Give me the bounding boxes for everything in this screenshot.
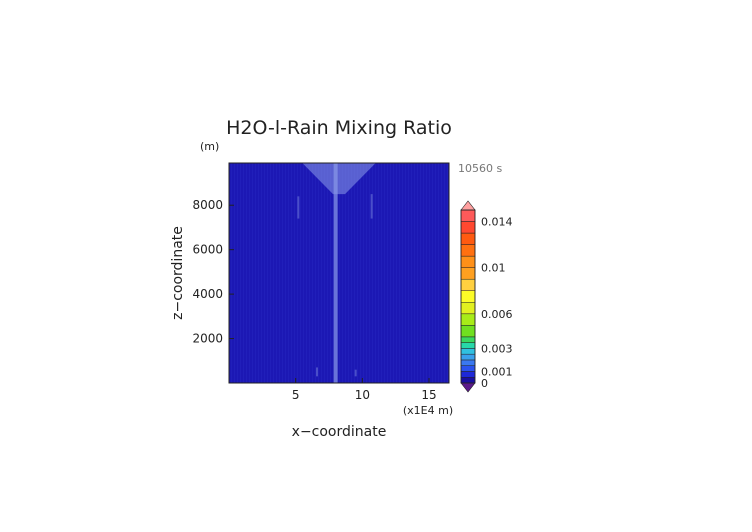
field-low-spot-2 bbox=[354, 369, 357, 377]
time-label: 10560 s bbox=[458, 162, 502, 175]
colorbar-tick-label: 0 bbox=[481, 377, 488, 390]
field-low-spot-1 bbox=[316, 367, 318, 377]
colorbar-segment bbox=[460, 365, 476, 372]
x-tick-label: 10 bbox=[355, 388, 370, 402]
colorbar-segment bbox=[460, 232, 476, 245]
colorbar-segment bbox=[460, 290, 476, 303]
colorbar-segment bbox=[460, 336, 476, 343]
y-tick-label: 2000 bbox=[192, 332, 223, 346]
colorbar-segment bbox=[460, 371, 476, 378]
field-top-plume bbox=[302, 163, 376, 195]
y-tick-label: 8000 bbox=[192, 198, 223, 212]
colorbar-segment bbox=[460, 209, 476, 222]
colorbar-segment bbox=[460, 376, 476, 384]
y-tick-label: 6000 bbox=[192, 243, 223, 257]
field-texture bbox=[229, 163, 449, 383]
colorbar-tick-label: 0.01 bbox=[481, 262, 506, 275]
colorbar-over-triangle bbox=[460, 200, 476, 211]
colorbar-tick-label: 0.014 bbox=[481, 216, 513, 229]
plot-area bbox=[229, 163, 449, 383]
colorbar-segment bbox=[460, 325, 476, 338]
field-column bbox=[333, 163, 338, 383]
y-axis-ticks: 2000 4000 6000 8000 bbox=[192, 198, 234, 346]
colorbar-frame bbox=[460, 209, 476, 384]
y-tick-label: 4000 bbox=[192, 287, 223, 301]
x-tick-label: 5 bbox=[292, 388, 300, 402]
colorbar-segment bbox=[460, 221, 476, 234]
x-tick-label: 15 bbox=[421, 388, 436, 402]
chart-title: H2O-l-Rain Mixing Ratio bbox=[226, 117, 452, 139]
colorbar-segment bbox=[460, 302, 476, 315]
colorbar-tick-label: 0.006 bbox=[481, 308, 513, 321]
colorbar-tick-label: 0.003 bbox=[481, 342, 513, 355]
field-side-streak-left bbox=[297, 196, 300, 219]
colorbar-segment bbox=[460, 255, 476, 268]
y-axis-label: z−coordinate bbox=[170, 226, 186, 320]
colorbar-segment bbox=[460, 244, 476, 257]
colorbar-under-triangle bbox=[460, 382, 476, 393]
colorbar: 00.001 0.003 0.006 0.01 0.014 bbox=[460, 200, 513, 393]
colorbar-segment bbox=[460, 342, 476, 349]
x-axis-label: x−coordinate bbox=[292, 424, 387, 440]
x-axis-ticks: 5 10 15 bbox=[292, 378, 437, 402]
colorbar-segment bbox=[460, 353, 476, 361]
field-side-streak-right bbox=[370, 194, 373, 219]
plot-frame bbox=[228, 162, 450, 384]
colorbar-segment bbox=[460, 313, 476, 326]
colorbar-segment bbox=[460, 359, 476, 366]
colorbar-segment bbox=[460, 278, 476, 291]
colorbar-tick-label: 0.001 bbox=[481, 365, 513, 378]
colorbar-segment bbox=[460, 267, 476, 280]
colorbar-segment bbox=[460, 348, 476, 355]
y-unit-label: (m) bbox=[200, 140, 219, 153]
x-unit-label: (x1E4 m) bbox=[403, 404, 453, 417]
